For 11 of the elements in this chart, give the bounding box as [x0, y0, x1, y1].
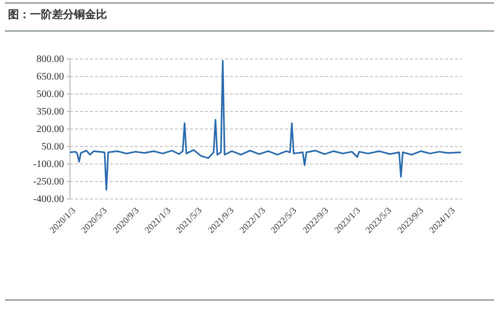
y-tick-label: 350.00 [36, 106, 64, 118]
y-tick-label: -100.00 [33, 159, 64, 170]
y-tick-label: 50.00 [42, 142, 64, 153]
y-tick-label: -400.00 [33, 194, 64, 206]
y-tick-label: 500.00 [36, 89, 64, 100]
y-tick-label: 800.00 [36, 54, 64, 66]
y-tick-label: 650.00 [36, 72, 64, 83]
chart-title: 图：一阶差分铜金比 [8, 8, 107, 21]
y-tick-label: -250.00 [33, 176, 64, 188]
y-tick-label: 200.00 [36, 124, 64, 136]
line-series [69, 60, 462, 190]
